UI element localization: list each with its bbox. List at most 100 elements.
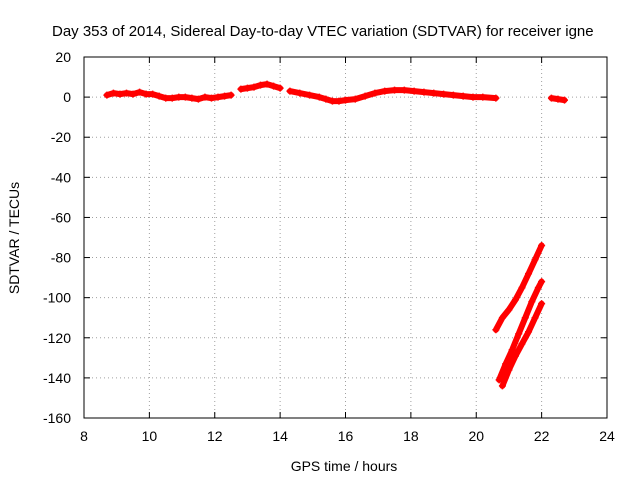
x-tick-label: 10 [142,428,158,444]
data-point [547,94,555,102]
data-series [103,88,235,103]
x-tick-label: 24 [599,428,615,444]
data-point [538,300,546,308]
data-point [116,90,124,98]
data-point [315,93,323,101]
data-point [342,96,349,104]
x-axis-label: GPS time / hours [291,458,398,474]
y-tick-label: 0 [63,89,71,105]
y-tick-label: -120 [43,330,71,346]
data-point [531,256,539,264]
data-point [270,82,278,90]
data-point [495,376,503,384]
data-point [214,93,222,101]
data-point [521,314,529,322]
data-point [420,88,428,96]
x-tick-label: 12 [207,428,223,444]
data-point [149,90,157,98]
y-axis-label: SDTVAR / TECUs [6,182,22,294]
data-point [286,87,294,95]
data-point [534,284,542,292]
data-point [371,89,379,97]
data-point [538,242,546,250]
data-point [335,97,343,105]
data-point [391,86,399,94]
data-point [469,93,477,101]
data-point [528,298,536,306]
data-point [400,86,408,94]
data-trace [496,278,545,383]
data-point [207,94,215,102]
data-point [188,94,196,102]
y-tick-label: -40 [51,169,71,185]
data-point [502,360,510,368]
data-point [296,89,304,97]
data-point [243,84,251,92]
data-point [351,95,359,103]
data-points [103,80,569,390]
data-point [508,346,516,354]
data-point [515,330,523,338]
data-point [361,92,369,100]
data-point [103,91,111,99]
data-point [263,80,271,88]
data-point [257,81,265,89]
data-point [511,352,519,360]
data-point [498,314,506,322]
x-tick-label: 18 [403,428,419,444]
data-point [221,92,229,100]
data-point [531,314,539,322]
data-point [306,91,314,99]
data-point [142,90,150,98]
data-series [237,80,284,93]
data-point [194,95,202,103]
data-point [381,87,389,95]
data-series [495,278,546,384]
chart-title: Day 353 of 2014, Sidereal Day-to-day VTE… [52,23,594,40]
data-series [492,242,546,334]
data-point [109,89,117,97]
x-tick-label: 16 [338,428,354,444]
data-point [525,270,533,278]
data-point [505,306,513,314]
data-point [136,88,144,96]
data-trace [492,242,545,333]
data-point [449,91,457,99]
data-point [168,94,176,102]
data-point [129,90,137,98]
data-point [276,84,284,92]
data-point [201,93,209,101]
y-tick-label: -160 [43,410,71,426]
data-point [459,92,467,100]
data-point [440,90,448,98]
y-tick-label: -140 [43,370,71,386]
data-point [525,328,533,336]
x-tick-label: 14 [272,428,288,444]
data-point [181,93,189,101]
x-tick-label: 8 [80,428,88,444]
data-point [322,95,330,103]
y-tick-label: -20 [51,129,71,145]
axis-ticks: 8 10 12 14 16 18 20 22 24 -160 -140 -120 -100 -80 -60 -… [43,49,615,444]
y-tick-label: -60 [51,209,71,225]
data-series [498,300,546,390]
x-tick-label: 22 [534,428,550,444]
data-point [237,85,245,93]
data-point [479,93,487,101]
data-point [518,340,526,348]
data-point [505,366,513,374]
data-point [122,89,130,97]
data-point [328,97,336,105]
data-point [492,326,500,334]
data-point [430,89,438,97]
data-point [561,96,569,104]
data-point [518,284,526,292]
data-point [498,382,506,390]
data-point [554,95,562,103]
grid [84,57,607,418]
data-point [538,278,546,286]
data-series [547,94,569,104]
y-tick-label: -80 [51,250,71,266]
